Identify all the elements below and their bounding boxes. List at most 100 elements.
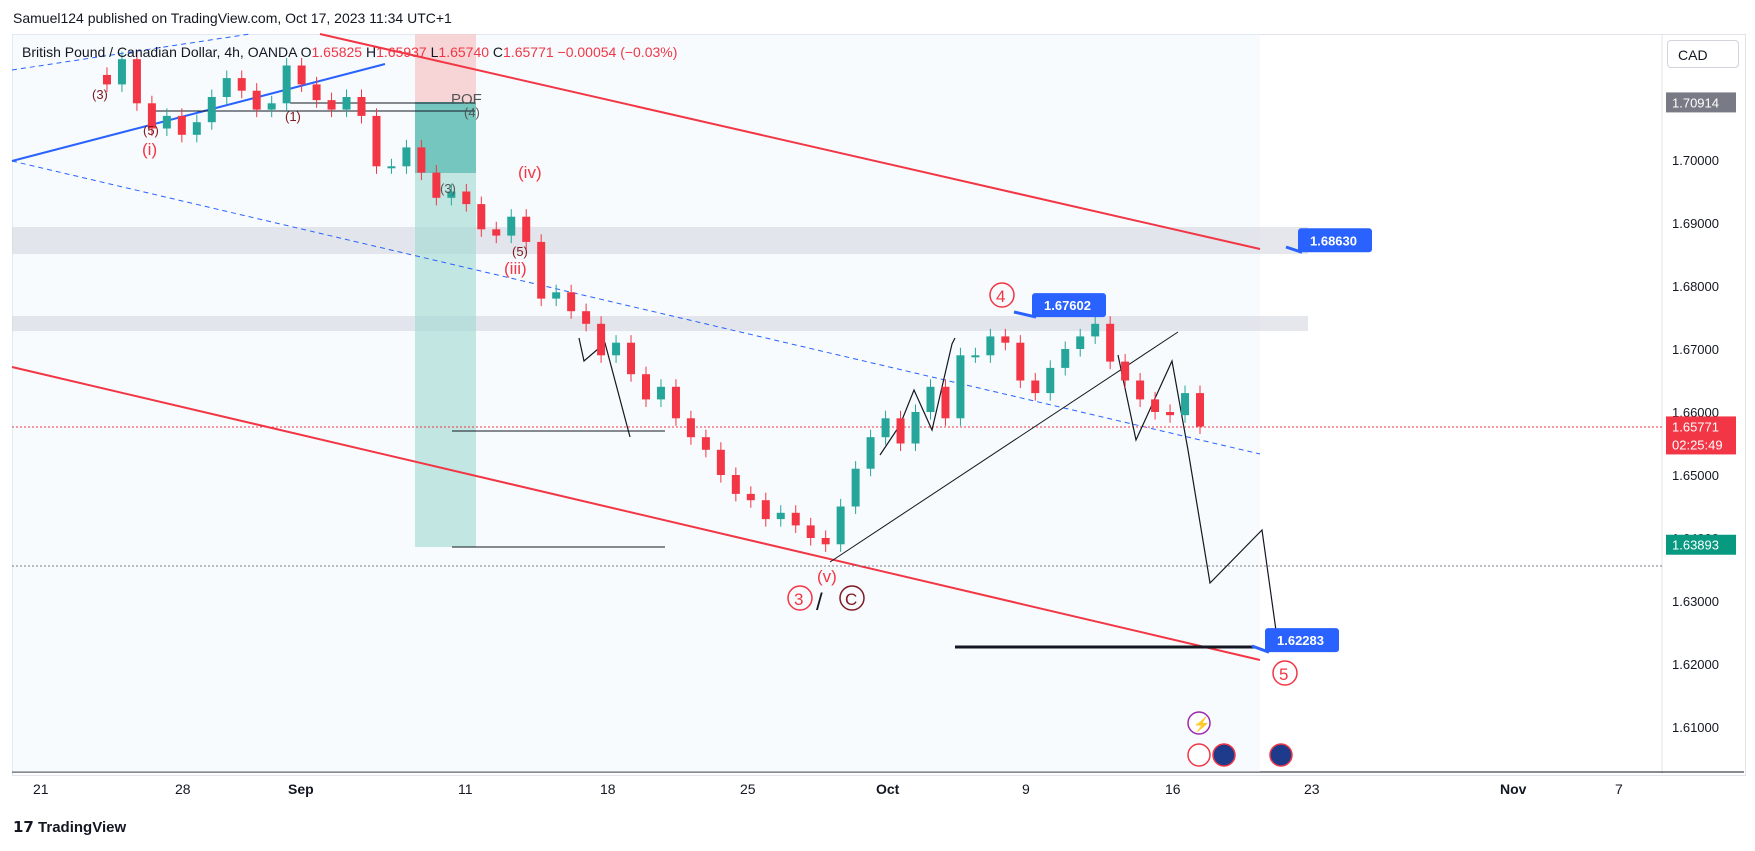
h-label: H [365, 44, 377, 60]
candle-body [1106, 323, 1115, 362]
candle-body [252, 90, 261, 110]
candle-body [1076, 336, 1085, 349]
blue-dashed-top [11, 33, 251, 71]
time-tick-label: Sep [288, 781, 314, 797]
price-callout-label: 1.68630 [1310, 233, 1357, 248]
price-tick-label: 1.66000 [1672, 405, 1719, 420]
wave-circle [989, 282, 1015, 308]
price-tick-label: 1.63000 [1672, 594, 1719, 609]
candle-body [1121, 361, 1130, 381]
candlestick-series [102, 51, 1204, 552]
candle-body [147, 103, 156, 129]
time-tick-label: 11 [458, 781, 473, 797]
price-callout-box [1265, 628, 1339, 653]
candle-body [477, 204, 486, 230]
candle-body [1046, 367, 1055, 394]
price-callout-pointer [1285, 245, 1303, 254]
candle-body [417, 147, 426, 173]
time-axis-ticks: 21 28 Sep 11 18 25 Oct 9 16 23 Nov 7 [33, 781, 1623, 797]
candle-body [866, 437, 875, 469]
candle-body [312, 84, 321, 101]
wave-label: (3) [92, 87, 108, 102]
candle-body [537, 241, 546, 299]
price-callout-pointer [1013, 310, 1037, 319]
time-tick-label: Oct [876, 781, 900, 797]
symbol-name[interactable]: British Pound / Canadian Dollar, 4h, OAN… [22, 44, 297, 60]
candle-body [791, 512, 800, 526]
candle-body [821, 538, 830, 545]
time-tick-label: 21 [33, 781, 49, 797]
resistance-zone-upper [12, 227, 1308, 254]
resistance-zone-lower [12, 316, 1308, 331]
candle-body [642, 374, 650, 400]
price-tick-label: 1.65000 [1672, 468, 1719, 483]
price-tag-label: 1.70914 [1672, 95, 1719, 110]
candle-body [387, 166, 396, 169]
time-tick-label: 7 [1615, 781, 1623, 797]
time-tick-label: Nov [1500, 781, 1527, 797]
candle-body [881, 418, 890, 438]
ohlc-legend: British Pound / Canadian Dollar, 4h, OAN… [22, 44, 677, 60]
price-tags: 1.70914 1.65771 02:25:49 1.63893 [1666, 92, 1736, 555]
wave-label: (iv) [518, 163, 542, 182]
candle-body [986, 336, 995, 356]
channel-lower-line [11, 366, 1261, 661]
projection-path-2 [829, 331, 1179, 563]
candle-body [282, 65, 291, 104]
candle-body [956, 355, 965, 419]
wave-circle [1272, 660, 1298, 686]
candle-body [836, 506, 845, 545]
h-value: 1.65937 [376, 44, 427, 60]
candle-body [1151, 399, 1160, 412]
price-tag-bg [1666, 92, 1736, 113]
candle-body [1136, 380, 1145, 400]
candle-body [1001, 336, 1010, 343]
candle-body [731, 475, 740, 494]
price-tag-timer: 02:25:49 [1672, 437, 1723, 452]
wave-label: (i) [142, 140, 157, 159]
wave-label: (v) [817, 567, 837, 586]
price-tag-bg [1666, 416, 1736, 455]
price-tick-label: 1.67000 [1672, 342, 1719, 357]
wave-label: (5) [512, 244, 528, 259]
candle-body [1196, 393, 1204, 427]
candle-body [627, 342, 636, 375]
wave-label: 3 [794, 590, 803, 609]
candle-body [132, 59, 141, 104]
candle-body [222, 78, 231, 97]
candle-body [207, 97, 216, 123]
currency-button[interactable]: CAD [1667, 40, 1739, 68]
candle-body [522, 216, 531, 242]
c-label: C [492, 44, 504, 60]
candle-body [656, 386, 665, 400]
price-tag-label: 1.65771 [1672, 419, 1719, 434]
chart-frame [12, 34, 1746, 776]
uk-flag-icon [1269, 743, 1293, 767]
candle-body [432, 172, 441, 198]
candle-body [357, 97, 366, 116]
l-value: 1.65740 [438, 44, 490, 60]
price-tick-label: 1.68000 [1672, 279, 1719, 294]
projection-path-4 [1117, 354, 1279, 646]
event-icons: ⚡ [1187, 711, 1293, 767]
price-callout-pointer [1251, 644, 1270, 654]
candle-body [597, 323, 606, 356]
time-tick-label: 23 [1304, 781, 1320, 797]
projection-path-1 [578, 337, 631, 438]
blue-trendline [11, 63, 386, 162]
candle-body [567, 292, 576, 312]
candle-body [1166, 412, 1175, 416]
candle-body [342, 97, 351, 110]
tradingview-logo[interactable]: 𝟭𝟳 TradingView [13, 818, 126, 836]
wave-label: 4 [996, 287, 1005, 306]
price-tag-label: 1.63893 [1672, 538, 1719, 553]
candle-body [806, 525, 815, 538]
candle-body [612, 342, 621, 356]
channel-upper-line [319, 33, 1261, 250]
candle-body [746, 493, 755, 501]
candle-body [761, 500, 770, 520]
candle-body [447, 191, 456, 198]
wave-label: C [845, 590, 857, 609]
candle-body [372, 115, 381, 167]
